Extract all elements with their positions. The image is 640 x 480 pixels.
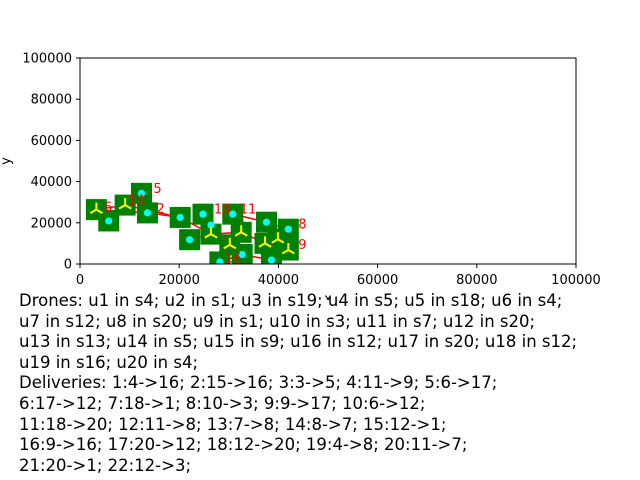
drone-marker <box>118 198 132 210</box>
station-label: 16 <box>225 251 242 266</box>
drone-marker-arm <box>229 243 237 250</box>
station-markers <box>85 182 299 264</box>
x-tick-label: 60000 <box>357 273 398 288</box>
point-markers <box>89 189 295 264</box>
y-axis-ticks: 0 20000 40000 60000 80000 100000 <box>22 52 80 273</box>
customer-point <box>143 209 152 217</box>
drone-marker <box>89 202 103 214</box>
station-label: 8 <box>298 218 306 233</box>
x-axis-ticks: 0 20000 40000 60000 80000 100000 <box>76 264 601 288</box>
customer-point <box>262 218 271 226</box>
customer-point <box>137 189 146 197</box>
drone-marker <box>223 237 237 250</box>
customer-point <box>199 210 207 218</box>
customer-point <box>238 250 246 259</box>
station-marker <box>209 251 231 264</box>
station-label: 5 <box>153 182 161 197</box>
customer-point <box>176 213 184 222</box>
drone-marker-arm <box>89 208 97 214</box>
customer-point <box>207 221 215 229</box>
drone-marker <box>204 227 218 239</box>
drone-marker-arm <box>95 208 103 214</box>
station-label: 14 <box>128 194 145 209</box>
station-label: 9 <box>298 238 306 253</box>
drone-marker-arm <box>234 231 242 237</box>
drone-marker-arm <box>124 204 132 210</box>
station-label: 6 <box>104 201 112 216</box>
drone-marker <box>234 225 248 237</box>
customer-point <box>229 210 237 218</box>
y-tick-label: 80000 <box>31 93 72 108</box>
x-tick-label: 20000 <box>159 273 200 288</box>
drone-marker-arm <box>223 243 231 250</box>
drone-marker-arm <box>264 242 272 248</box>
customer-point <box>267 256 276 264</box>
drone-marker <box>271 232 285 244</box>
caption-text: Drones: u1 in s4; u2 in s1; u3 in s19; u… <box>19 291 578 475</box>
drone-marker-arm <box>210 233 218 239</box>
y-tick-label: 20000 <box>31 216 72 231</box>
x-tick-label: 80000 <box>456 273 497 288</box>
plot-frame <box>79 57 577 265</box>
drone-marker <box>258 236 272 248</box>
drone-marker-arm <box>204 233 212 239</box>
y-tick-label: 60000 <box>31 134 72 149</box>
x-tick-label: 100000 <box>551 273 601 288</box>
drone-marker-arm <box>271 238 279 244</box>
x-axis-label: x <box>324 292 332 300</box>
station-label: 2 <box>156 202 164 217</box>
drone-marker-arm <box>281 249 289 255</box>
drone-marker-arm <box>277 238 285 244</box>
x-tick-label: 40000 <box>258 273 299 288</box>
drone-marker-arm <box>287 249 295 255</box>
drone-marker-arm <box>258 242 266 248</box>
customer-point <box>216 258 224 264</box>
y-tick-label: 100000 <box>22 52 72 67</box>
customer-point <box>105 217 113 225</box>
station-label: 11 <box>240 202 257 217</box>
y-tick-label: 0 <box>64 258 72 273</box>
station-labels: 6 14 5 2 10 11 8 9 16 <box>104 182 307 266</box>
x-tick-label: 0 <box>76 273 84 288</box>
chart-figure: 6 14 5 2 10 11 8 9 16 0 20000 40000 60000 80000 10000… <box>0 52 601 301</box>
y-tick-label: 40000 <box>31 175 72 190</box>
drone-marker-arm <box>118 204 126 210</box>
customer-point <box>186 236 194 244</box>
drone-marker <box>281 242 295 255</box>
drone-marker-arm <box>240 231 248 237</box>
station-label: 10 <box>214 203 231 218</box>
y-axis-label: y <box>0 157 14 165</box>
customer-point <box>284 225 292 233</box>
